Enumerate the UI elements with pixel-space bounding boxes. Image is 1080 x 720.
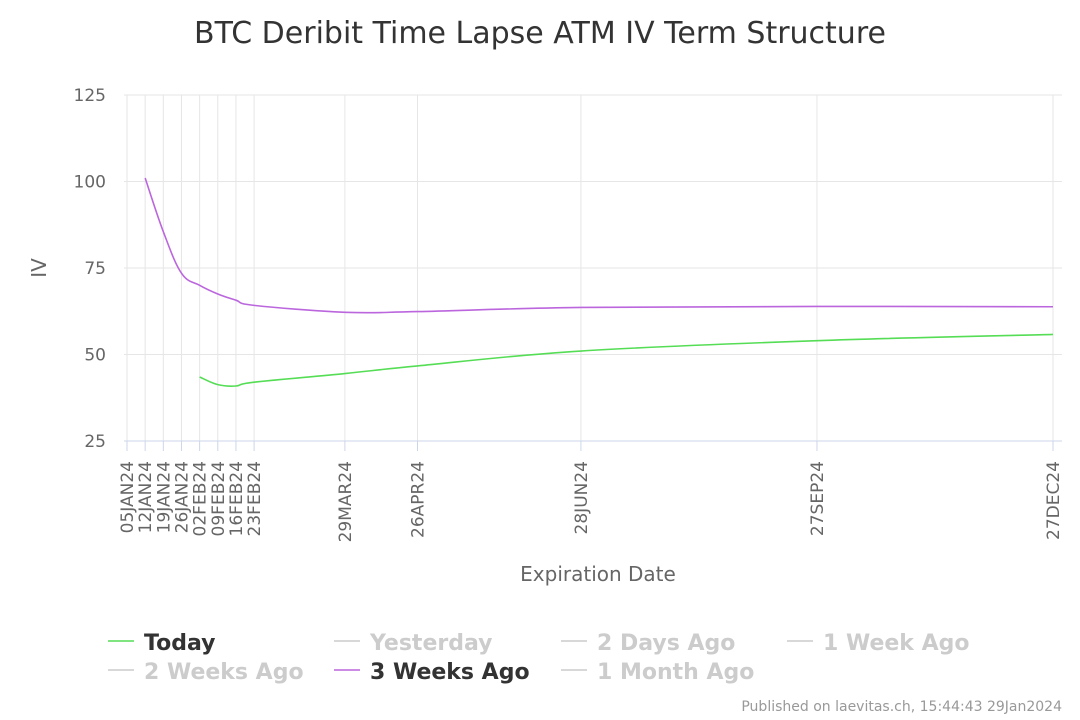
x-axis-title: Expiration Date	[520, 562, 676, 586]
y-tick-label: 100	[74, 173, 106, 193]
legend-item-2-days-ago[interactable]: 2 Days Ago	[561, 631, 735, 656]
x-tick-label: 26APR24	[409, 461, 429, 538]
grid-lines	[124, 94, 1062, 451]
series-line-today	[199, 333, 1054, 387]
legend: Today Yesterday 2 Days Ago 1 Week Ago 2 Week…	[108, 631, 969, 685]
x-tick-label: 27SEP24	[808, 461, 828, 536]
x-tick-label: 02FEB24	[191, 461, 211, 536]
series-line-3-weeks-ago	[144, 177, 1054, 314]
chart-title: BTC Deribit Time Lapse ATM IV Term Struc…	[194, 16, 886, 51]
legend-item-today[interactable]: Today	[108, 631, 215, 656]
legend-item-1-month-ago[interactable]: 1 Month Ago	[561, 660, 754, 685]
x-tick-label: 29MAR24	[336, 461, 356, 542]
legend-label: Today	[144, 631, 215, 656]
x-tick-label: 27DEC24	[1044, 461, 1064, 540]
credit-text: Published on laevitas.ch, 15:44:43 29Jan…	[741, 699, 1062, 715]
x-tick-labels: 05JAN2412JAN2419JAN2426JAN2402FEB2409FEB…	[118, 461, 1064, 542]
legend-item-yesterday[interactable]: Yesterday	[334, 631, 492, 656]
x-tick-label: 19JAN24	[154, 461, 174, 533]
x-tick-label: 28JUN24	[572, 461, 592, 534]
legend-item-3-weeks-ago[interactable]: 3 Weeks Ago	[334, 660, 530, 685]
legend-label: 2 Weeks Ago	[144, 660, 304, 685]
y-axis-title: IV	[27, 258, 51, 278]
x-tick-label: 23FEB24	[245, 461, 265, 536]
legend-label: 1 Week Ago	[823, 631, 969, 656]
y-tick-labels: 25 50 75 100 125	[74, 86, 106, 452]
y-tick-label: 50	[84, 346, 106, 366]
series-lines	[144, 177, 1054, 387]
x-tick-label: 12JAN24	[136, 461, 156, 533]
y-tick-label: 75	[84, 259, 106, 279]
y-tick-label: 125	[74, 86, 106, 106]
legend-label: 2 Days Ago	[597, 631, 735, 656]
legend-item-1-week-ago[interactable]: 1 Week Ago	[787, 631, 969, 656]
legend-label: 1 Month Ago	[597, 660, 754, 685]
legend-item-2-weeks-ago[interactable]: 2 Weeks Ago	[108, 660, 304, 685]
x-tick-label: 26JAN24	[172, 461, 192, 533]
x-tick-label: 05JAN24	[118, 461, 138, 533]
legend-label: 3 Weeks Ago	[370, 660, 530, 685]
y-tick-label: 25	[84, 432, 106, 452]
x-tick-label: 16FEB24	[227, 461, 247, 536]
legend-label: Yesterday	[369, 631, 492, 656]
x-tick-label: 09FEB24	[209, 461, 229, 536]
